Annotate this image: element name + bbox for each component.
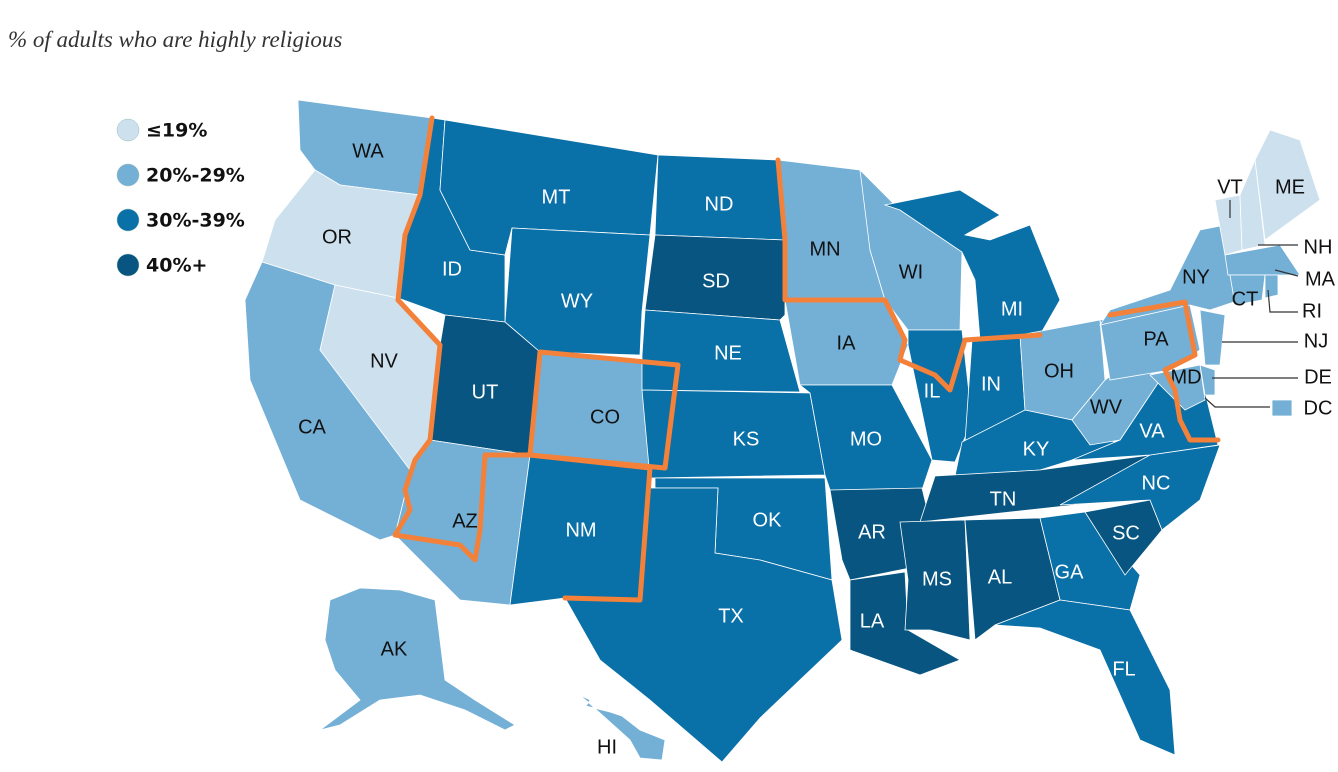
callout-line <box>1274 269 1299 277</box>
state-label: ID <box>442 258 462 280</box>
state <box>579 694 666 761</box>
state-label: CA <box>298 416 326 438</box>
state-label: AK <box>381 638 408 660</box>
state <box>1254 129 1321 241</box>
legend-label: 20%-29% <box>146 165 245 187</box>
state-label: MT <box>542 186 571 208</box>
state-label: AL <box>988 566 1012 588</box>
state-label: WA <box>352 140 384 162</box>
state <box>644 234 786 321</box>
state-label: MO <box>850 428 882 450</box>
state <box>994 599 1176 756</box>
state-label: RI <box>1302 300 1322 322</box>
state <box>641 309 801 393</box>
highlight-border <box>775 157 1043 393</box>
states <box>244 99 1321 763</box>
state-label: NJ <box>1304 330 1328 352</box>
state-label: OK <box>753 509 783 531</box>
state-label: IA <box>837 332 857 354</box>
legend-swatch <box>116 208 140 232</box>
state-label: AZ <box>452 510 478 532</box>
state <box>319 587 516 731</box>
legend-label: 30%-39% <box>146 210 245 232</box>
state-label: CO <box>590 406 620 428</box>
legend-swatch <box>116 163 140 187</box>
state-label: DC <box>1304 397 1333 419</box>
state <box>1149 364 1206 411</box>
map-title: % of adults who are highly religious <box>8 27 342 52</box>
state-label: NH <box>1304 236 1333 258</box>
state-label: ND <box>705 193 734 215</box>
legend-label: ≤19% <box>146 120 207 142</box>
state-label: HI <box>597 736 617 758</box>
highlight-border <box>392 115 533 563</box>
state <box>1224 244 1301 276</box>
highlight-border <box>1107 299 1221 443</box>
state-label: KS <box>733 428 760 450</box>
highlight-border <box>527 452 653 603</box>
state-label: DE <box>1304 366 1332 388</box>
state-label: NY <box>1182 266 1210 288</box>
callouts <box>1204 200 1299 408</box>
state-label: MS <box>922 568 952 590</box>
state-label: MN <box>809 238 840 260</box>
state-label: KY <box>1023 438 1050 460</box>
state-label: WV <box>1090 396 1123 418</box>
state-label: OR <box>322 226 352 248</box>
state-label: NE <box>714 342 742 364</box>
legend-swatch <box>116 253 140 277</box>
state-label: NV <box>370 350 398 372</box>
state-label: GA <box>1055 561 1085 583</box>
state-label: PA <box>1143 328 1169 350</box>
state <box>1271 399 1293 417</box>
state-label: UT <box>472 381 499 403</box>
state-label: WY <box>561 290 593 312</box>
state-label: MD <box>1170 366 1201 388</box>
state <box>439 119 659 256</box>
state-label: VT <box>1217 176 1243 198</box>
state-label: ME <box>1275 176 1305 198</box>
state-label: CT <box>1232 288 1259 310</box>
callout-line <box>1204 397 1270 408</box>
state-label: NM <box>565 519 596 541</box>
state-label: TN <box>990 488 1017 510</box>
state <box>1229 274 1266 306</box>
state <box>1264 274 1279 299</box>
state-label: LA <box>860 610 885 632</box>
state-label: SC <box>1112 522 1140 544</box>
highlight-border <box>527 349 681 471</box>
highlight-borders <box>392 115 1221 603</box>
state-label: MA <box>1305 268 1336 290</box>
legend: ≤19% 20%-29% 30%-39% 40%+ <box>116 118 245 277</box>
state <box>1039 511 1141 611</box>
state-label: IL <box>924 380 941 402</box>
state <box>1199 309 1226 366</box>
state-label: TX <box>718 605 744 627</box>
callout-line <box>1267 289 1298 313</box>
state-label: SD <box>702 270 730 292</box>
state-label: FL <box>1112 658 1135 680</box>
legend-label: 40%+ <box>146 255 207 277</box>
legend-swatch <box>116 118 140 142</box>
state-label: WI <box>899 261 923 283</box>
state-label: NC <box>1142 472 1171 494</box>
state <box>883 189 1061 341</box>
state-label: OH <box>1044 360 1074 382</box>
state-label: VA <box>1139 420 1165 442</box>
state-label: IN <box>981 373 1001 395</box>
state-label: AR <box>858 521 886 543</box>
state-label: MI <box>1001 298 1023 320</box>
state <box>1199 364 1216 396</box>
